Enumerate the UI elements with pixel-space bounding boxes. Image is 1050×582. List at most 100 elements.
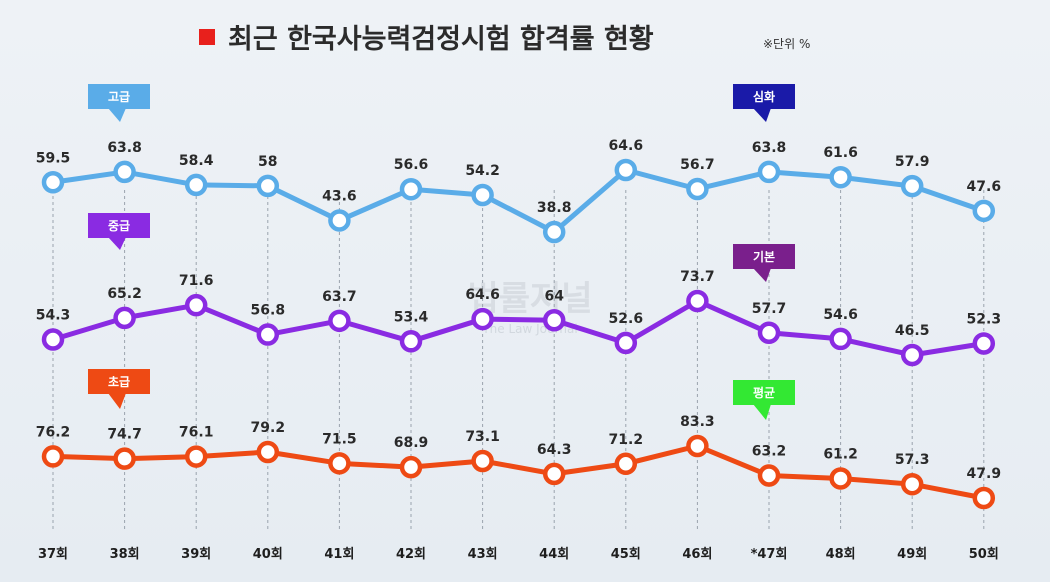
chart-header: 최근 한국사능력검정시험 합격률 현황 ※단위 % xyxy=(199,24,810,55)
x-tick-label: 39회 xyxy=(181,546,211,562)
data-label: 47.9 xyxy=(967,466,1002,482)
data-point xyxy=(757,321,781,345)
data-label: 65.2 xyxy=(107,286,142,302)
data-label: 71.2 xyxy=(609,432,644,448)
x-tick-label: 43회 xyxy=(468,546,498,562)
x-tick-label: 46회 xyxy=(682,546,712,562)
series-tag: 기본 xyxy=(733,244,795,282)
series-line xyxy=(52,443,985,501)
data-label: 71.5 xyxy=(322,431,357,447)
data-label: 47.6 xyxy=(967,179,1002,195)
data-point xyxy=(113,306,136,330)
x-tick-label: 41회 xyxy=(324,546,354,562)
tag-label: 고급 xyxy=(108,90,130,104)
data-label: 38.8 xyxy=(537,200,572,216)
data-label: 59.5 xyxy=(36,150,71,166)
data-label: 58 xyxy=(258,154,277,170)
x-tick-label: 50회 xyxy=(969,546,999,562)
data-point xyxy=(614,452,638,476)
x-tick-label: 38회 xyxy=(110,546,140,562)
series-tag: 초급 xyxy=(88,369,150,409)
tag-pointer xyxy=(753,268,771,282)
tag-label: 초급 xyxy=(108,375,130,389)
data-label: 56.8 xyxy=(251,303,286,319)
data-point xyxy=(41,171,65,194)
data-point xyxy=(399,455,423,479)
data-label: 64 xyxy=(544,288,564,304)
series-tag: 중급 xyxy=(88,213,150,250)
data-point xyxy=(900,472,924,496)
series-tag: 고급 xyxy=(88,84,150,122)
data-label: 63.2 xyxy=(752,444,787,460)
chart-title: 최근 한국사능력검정시험 합격률 현황 xyxy=(228,24,654,55)
data-label: 61.2 xyxy=(823,446,858,462)
data-point xyxy=(686,177,709,201)
data-label: 46.5 xyxy=(895,323,930,339)
series-tag: 평균 xyxy=(733,380,795,420)
data-label: 54.2 xyxy=(465,163,500,179)
data-label: 57.7 xyxy=(752,301,787,317)
data-label: 83.3 xyxy=(680,414,715,430)
x-tick-label: 44회 xyxy=(539,546,569,562)
data-label: 73.1 xyxy=(465,429,500,445)
data-point xyxy=(256,174,280,198)
tag-label: 평균 xyxy=(753,386,775,400)
x-tick-label: *47회 xyxy=(751,546,788,562)
tag-box xyxy=(88,84,150,109)
x-axis: 37회 38회 39회 40회 41회 42회 43회 44회 45회 46회 *47회 48회 49회… xyxy=(38,546,999,562)
data-label: 64.6 xyxy=(609,138,644,154)
data-point xyxy=(972,486,996,510)
x-tick-label: 37회 xyxy=(38,546,68,562)
tag-box xyxy=(88,369,150,394)
data-point xyxy=(829,165,852,189)
data-label: 56.7 xyxy=(680,157,715,173)
series-2: 54.3 65.2 71.6 56.8 63.7 53.4 64.6 64 52.6 73.7 57… xyxy=(36,269,1001,367)
data-label: 54.6 xyxy=(823,307,858,323)
data-point xyxy=(471,183,494,207)
data-label: 57.9 xyxy=(895,154,930,170)
data-label: 76.2 xyxy=(36,424,71,440)
data-label: 64.6 xyxy=(465,287,500,303)
data-label: 71.6 xyxy=(179,273,214,289)
data-point xyxy=(542,462,566,486)
data-point xyxy=(900,343,924,367)
data-point xyxy=(256,323,280,346)
series-3: 76.2 74.7 76.1 79.2 71.5 68.9 73.1 64.3 71.2 83.3… xyxy=(36,414,1002,510)
data-point xyxy=(328,309,351,333)
data-point xyxy=(113,160,136,184)
x-tick-label: 45회 xyxy=(611,546,641,562)
data-label: 68.9 xyxy=(394,435,429,451)
tag-box xyxy=(733,84,795,109)
tag-label: 기본 xyxy=(753,249,775,264)
legend-marker-icon xyxy=(199,29,215,45)
tag-pointer xyxy=(753,404,771,420)
data-label: 57.3 xyxy=(895,452,930,468)
data-point xyxy=(614,158,638,182)
data-label: 58.4 xyxy=(179,153,214,169)
data-point xyxy=(686,434,709,458)
x-tick-label: 42회 xyxy=(396,546,426,562)
data-point xyxy=(829,327,852,351)
data-point xyxy=(686,289,709,313)
data-point xyxy=(328,209,351,232)
data-point xyxy=(972,199,996,223)
data-point xyxy=(542,309,566,332)
unit-note: ※단위 % xyxy=(763,37,810,51)
data-point xyxy=(328,452,351,475)
data-point xyxy=(972,332,996,355)
tag-pointer xyxy=(108,393,126,409)
data-point xyxy=(542,220,566,244)
data-label: 56.6 xyxy=(394,157,429,173)
data-point xyxy=(471,449,494,473)
data-point xyxy=(399,330,423,353)
data-point xyxy=(184,173,208,197)
tag-pointer xyxy=(108,108,126,122)
data-point xyxy=(184,293,208,317)
series-line xyxy=(52,298,985,358)
data-label: 63.8 xyxy=(107,140,142,156)
tag-box xyxy=(733,244,795,269)
data-point xyxy=(256,440,280,464)
data-point xyxy=(471,307,494,331)
data-label: 74.7 xyxy=(107,427,142,443)
